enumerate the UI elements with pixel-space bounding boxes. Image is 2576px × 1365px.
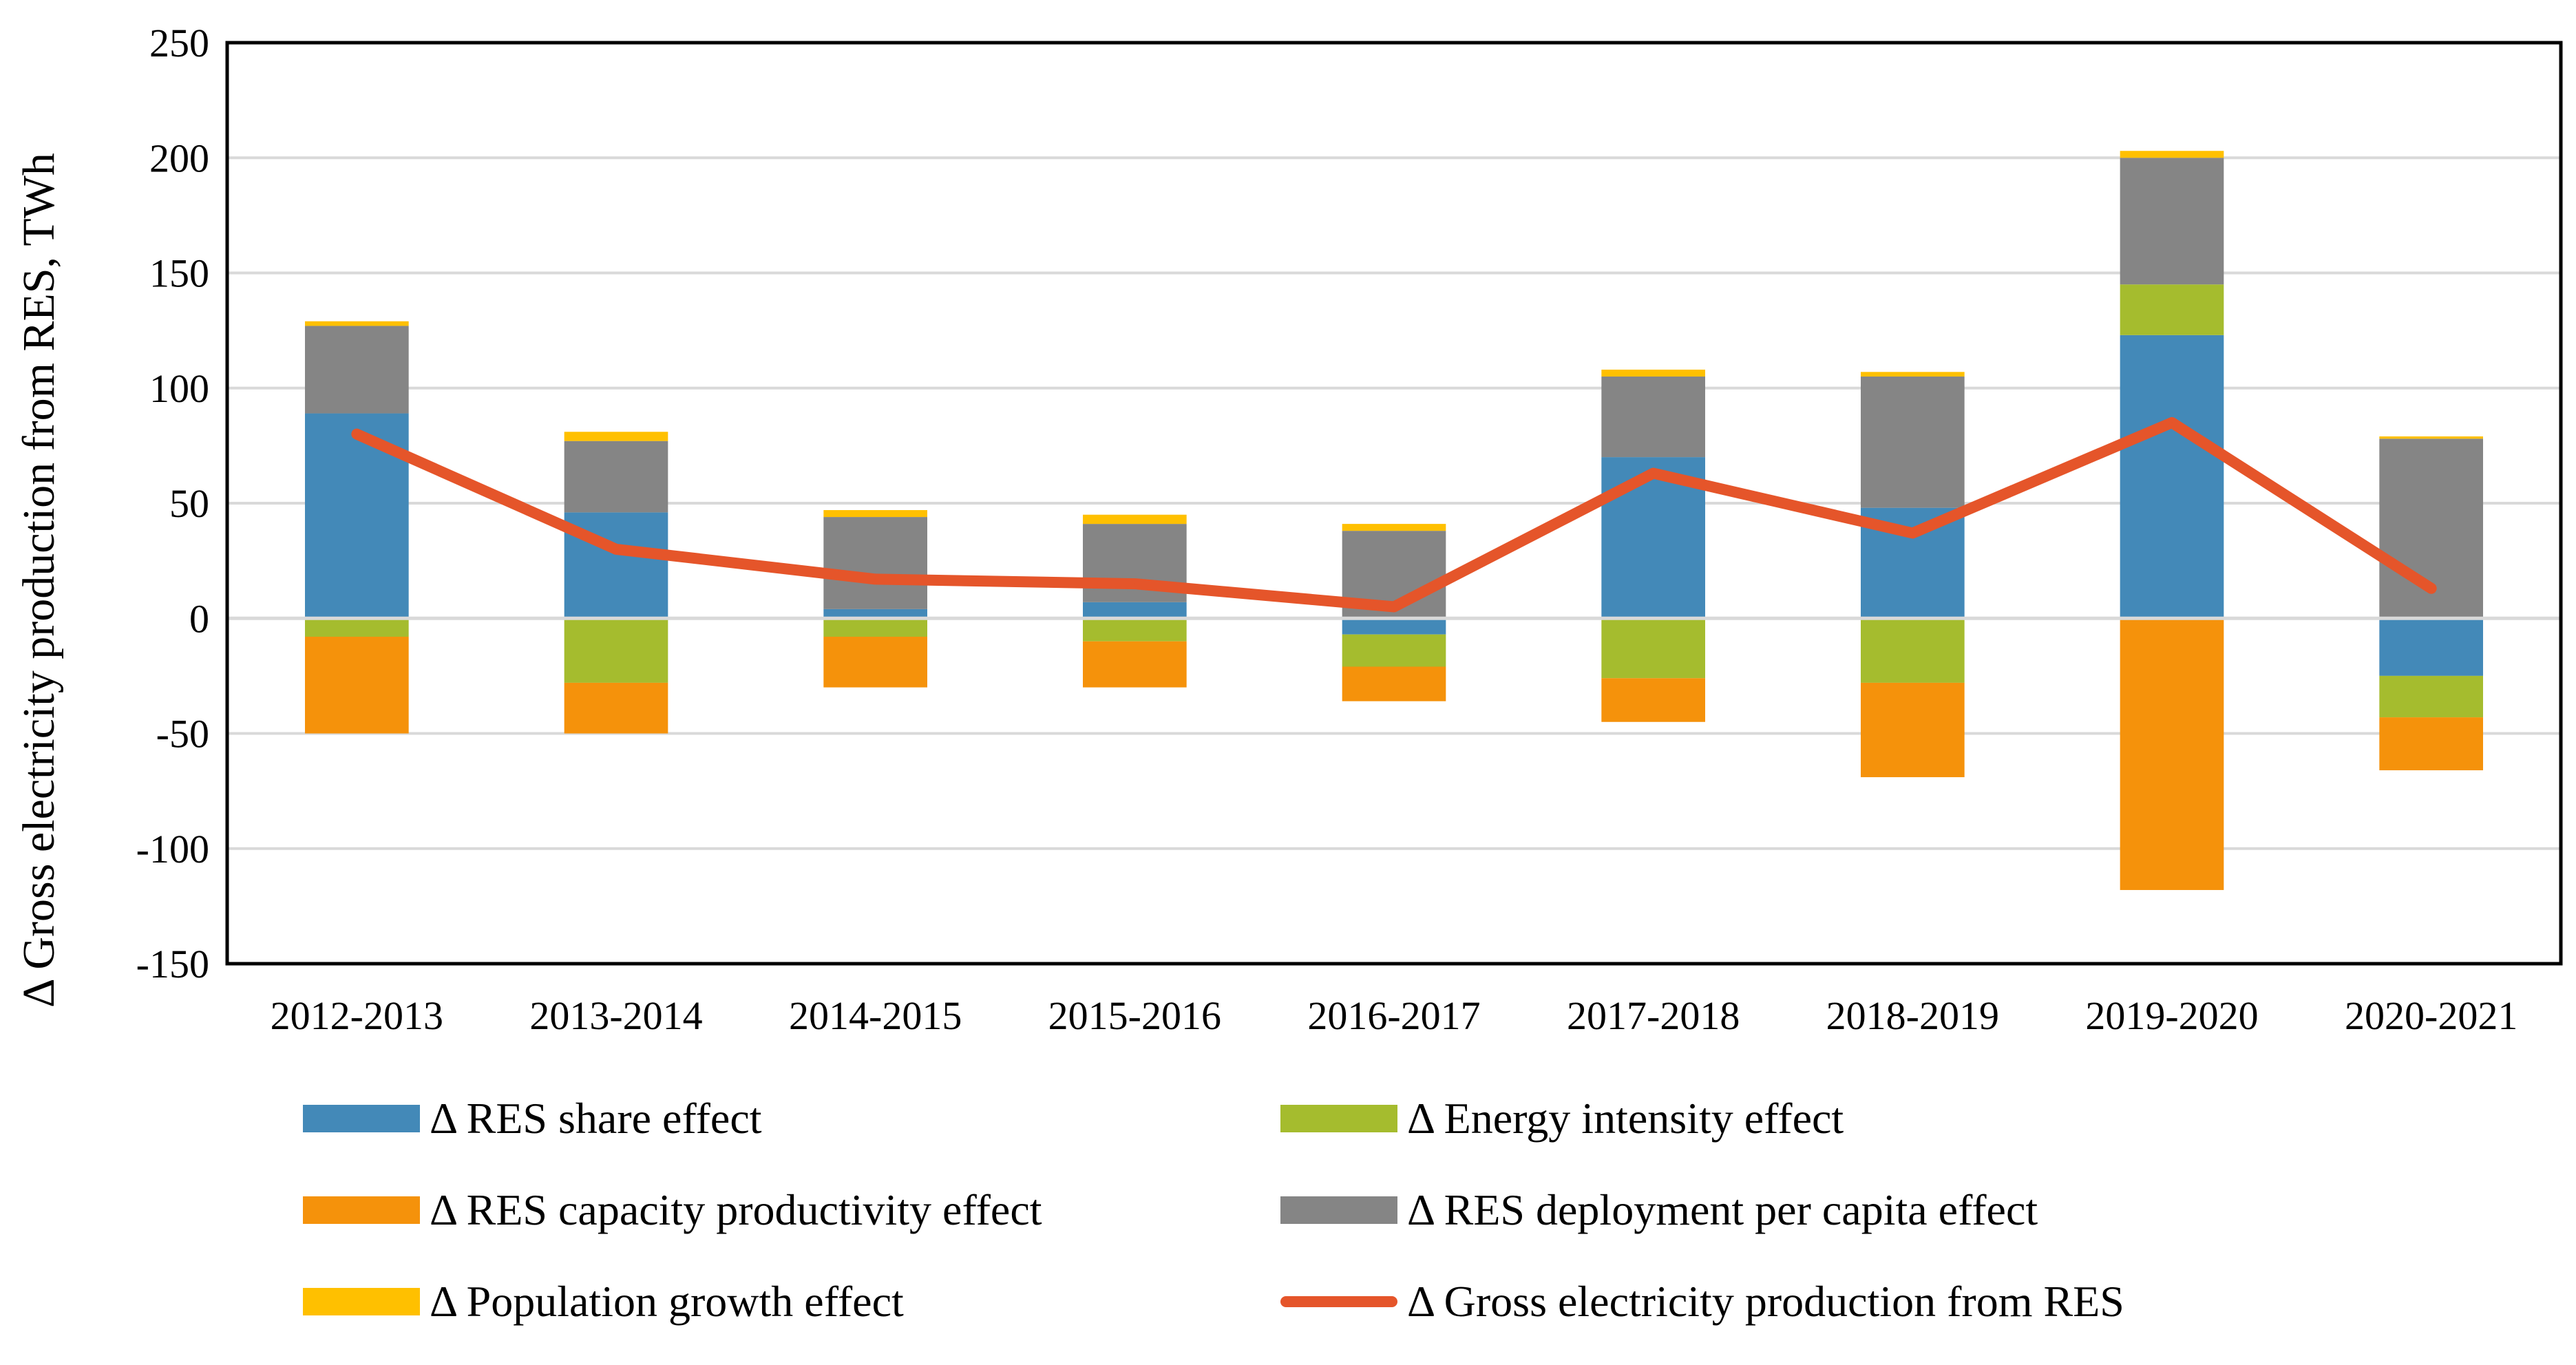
bar-res-deployment-per-capita-effect bbox=[1861, 377, 1965, 508]
y-tick-label: 50 bbox=[169, 481, 209, 526]
legend-item-capacity-productivity: Δ RES capacity productivity effect bbox=[303, 1183, 1042, 1238]
line-point bbox=[1393, 606, 1395, 608]
bar-res-capacity-productivity-effect bbox=[1342, 666, 1446, 701]
legend-label-res-share: Δ RES share effect bbox=[430, 1094, 762, 1143]
line-point bbox=[874, 578, 876, 580]
line-point bbox=[356, 433, 358, 435]
bar-segments bbox=[305, 151, 2483, 890]
y-tick-label: 200 bbox=[149, 136, 209, 180]
bar-res-share-effect bbox=[1083, 602, 1187, 619]
bar-energy-intensity-effect bbox=[2379, 675, 2483, 718]
bar-population-growth-effect bbox=[1083, 514, 1187, 525]
legend-swatch-energy-intensity bbox=[1280, 1105, 1397, 1132]
legend-label-gross-production: Δ Gross electricity production from RES bbox=[1407, 1277, 2124, 1326]
bar-res-deployment-per-capita-effect bbox=[1601, 377, 1705, 458]
bar-res-capacity-productivity-effect bbox=[564, 682, 668, 734]
bar-res-capacity-productivity-effect bbox=[305, 637, 409, 734]
x-tick-label: 2015-2016 bbox=[1048, 993, 1221, 1038]
bar-res-deployment-per-capita-effect bbox=[2120, 158, 2224, 285]
bar-res-deployment-per-capita-effect bbox=[564, 441, 668, 513]
bar-res-capacity-productivity-effect bbox=[2379, 717, 2483, 771]
bar-population-growth-effect bbox=[564, 432, 668, 441]
bar-res-deployment-per-capita-effect bbox=[823, 517, 927, 609]
bar-res-capacity-productivity-effect bbox=[1083, 641, 1187, 688]
legend-item-deployment-per-capita: Δ RES deployment per capita effect bbox=[1280, 1183, 2038, 1238]
y-tick-label: -150 bbox=[136, 942, 209, 986]
x-tick-label: 2020-2021 bbox=[2345, 993, 2517, 1038]
x-axis-ticks: 2012-2013 2013-2014 2014-2015 2015-2016 2016… bbox=[271, 993, 2518, 1038]
legend-line-gross-production bbox=[1280, 1296, 1397, 1307]
bar-energy-intensity-effect bbox=[2120, 284, 2224, 335]
line-point bbox=[615, 548, 617, 550]
line-point bbox=[1652, 472, 1654, 474]
bar-res-capacity-productivity-effect bbox=[823, 637, 927, 688]
y-tick-label: 150 bbox=[149, 251, 209, 296]
legend-swatch-res-share bbox=[303, 1105, 420, 1132]
total-line-layer bbox=[351, 416, 2437, 613]
legend-item-population-growth: Δ Population growth effect bbox=[303, 1274, 904, 1329]
bar-energy-intensity-effect bbox=[305, 618, 409, 637]
line-point bbox=[2430, 587, 2432, 589]
bar-res-share-effect bbox=[2120, 335, 2224, 619]
legend: Δ RES share effect Δ Energy intensity ef… bbox=[303, 1091, 2299, 1346]
legend-swatch-deployment-per-capita bbox=[1280, 1196, 1397, 1224]
bar-population-growth-effect bbox=[2379, 436, 2483, 439]
legend-label-population-growth: Δ Population growth effect bbox=[430, 1277, 904, 1326]
bar-res-share-effect bbox=[2379, 618, 2483, 676]
bar-population-growth-effect bbox=[1601, 369, 1705, 377]
legend-swatch-capacity-productivity bbox=[303, 1196, 420, 1224]
bar-res-share-effect bbox=[1342, 618, 1446, 635]
y-axis-title: Δ Gross electricity production from RES,… bbox=[14, 153, 64, 1008]
x-tick-label: 2012-2013 bbox=[271, 993, 443, 1038]
bar-energy-intensity-effect bbox=[1601, 618, 1705, 679]
x-tick-label: 2013-2014 bbox=[529, 993, 702, 1038]
bar-population-growth-effect bbox=[305, 321, 409, 326]
bar-res-capacity-productivity-effect bbox=[1601, 678, 1705, 722]
legend-label-deployment-per-capita: Δ RES deployment per capita effect bbox=[1407, 1185, 2038, 1234]
line-point bbox=[2171, 421, 2173, 423]
bar-energy-intensity-effect bbox=[1342, 634, 1446, 667]
x-tick-label: 2017-2018 bbox=[1567, 993, 1740, 1038]
y-tick-label: -50 bbox=[156, 712, 209, 756]
y-axis-ticks: -150 -100 -50 0 50 100 150 200 250 bbox=[136, 21, 209, 986]
bar-population-growth-effect bbox=[1342, 524, 1446, 531]
bar-res-share-effect bbox=[823, 609, 927, 619]
legend-item-gross-production: Δ Gross electricity production from RES bbox=[1280, 1274, 2124, 1329]
x-tick-label: 2014-2015 bbox=[789, 993, 962, 1038]
x-tick-label: 2018-2019 bbox=[1826, 993, 1999, 1038]
x-tick-label: 2016-2017 bbox=[1307, 993, 1480, 1038]
bar-energy-intensity-effect bbox=[823, 618, 927, 637]
y-tick-label: 0 bbox=[189, 596, 209, 641]
y-tick-label: 100 bbox=[149, 366, 209, 411]
plot-area-frame bbox=[225, 41, 2563, 966]
y-tick-label: 250 bbox=[149, 21, 209, 65]
y-tick-label: -100 bbox=[136, 827, 209, 871]
bar-res-share-effect bbox=[305, 413, 409, 619]
bar-population-growth-effect bbox=[2120, 151, 2224, 158]
legend-item-energy-intensity: Δ Energy intensity effect bbox=[1280, 1091, 1844, 1146]
line-point bbox=[1134, 583, 1136, 585]
legend-swatch-population-growth bbox=[303, 1288, 420, 1315]
bar-energy-intensity-effect bbox=[1861, 618, 1965, 683]
bar-energy-intensity-effect bbox=[1083, 618, 1187, 642]
bar-res-capacity-productivity-effect bbox=[1861, 682, 1965, 778]
legend-label-energy-intensity: Δ Energy intensity effect bbox=[1407, 1094, 1844, 1143]
legend-item-res-share: Δ RES share effect bbox=[303, 1091, 762, 1146]
bar-res-deployment-per-capita-effect bbox=[305, 326, 409, 414]
bar-energy-intensity-effect bbox=[564, 618, 668, 683]
bar-population-growth-effect bbox=[823, 510, 927, 518]
bar-population-growth-effect bbox=[1861, 372, 1965, 377]
x-tick-label: 2019-2020 bbox=[2085, 993, 2258, 1038]
legend-label-capacity-productivity: Δ RES capacity productivity effect bbox=[430, 1185, 1042, 1234]
bar-res-capacity-productivity-effect bbox=[2120, 618, 2224, 890]
line-point bbox=[1912, 532, 1914, 534]
